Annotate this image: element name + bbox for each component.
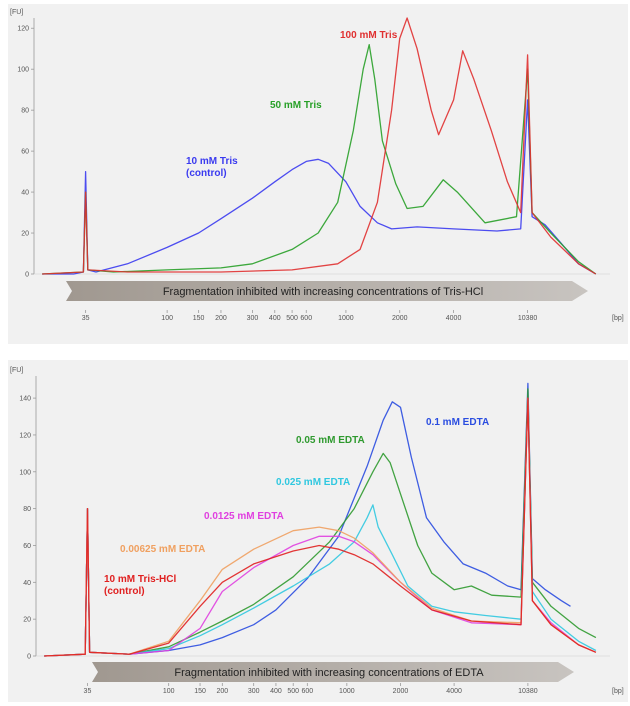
x-tick-label: 500 (287, 688, 299, 695)
x-tick-label: 300 (247, 315, 259, 322)
chart-tris-svg: [FU] [bp] 0 20 40 60 80 100 120 Fragmentation inh… (10, 9, 624, 322)
y-tick-label: 0 (27, 654, 31, 661)
series-label-0-0125-mm-edta: 0.0125 mM EDTA (204, 511, 284, 522)
y-tick-label: 40 (23, 580, 31, 587)
direction-arrow (66, 281, 588, 301)
x-tick-label: 100 (161, 315, 173, 322)
y-tick-label: 80 (23, 506, 31, 513)
y-unit-label: [FU] (10, 367, 23, 374)
series-line-10-mm-tris-hcl-control (44, 397, 597, 657)
x-tick-label: 1000 (339, 688, 355, 695)
series-line-50-mm-tris (42, 43, 597, 275)
series-label-10-mm-tris-hcl-control: 10 mM Tris-HCl (control) (104, 574, 176, 597)
series-label-50-mm-tris: 50 mM Tris (270, 100, 322, 111)
series-line-10-mm-tris-control (42, 99, 597, 275)
y-tick-label: 120 (17, 26, 29, 33)
x-tick-label: 150 (193, 315, 205, 322)
y-tick-label: 60 (23, 543, 31, 550)
x-tick-label: 300 (248, 688, 260, 695)
x-tick-label: 600 (300, 315, 312, 322)
x-unit-label: [bp] (612, 688, 624, 695)
x-tick-label: 2000 (392, 315, 408, 322)
series-line-0-05-mm-edta (44, 388, 597, 657)
y-tick-label: 120 (19, 432, 31, 439)
y-tick-label: 100 (17, 67, 29, 74)
x-tick-label: 500 (286, 315, 298, 322)
y-tick-label: 40 (21, 190, 29, 197)
x-tick-label: 10380 (518, 688, 538, 695)
series-label-0-025-mm-edta: 0.025 mM EDTA (276, 477, 350, 488)
series-label-0-05-mm-edta: 0.05 mM EDTA (296, 435, 365, 446)
x-tick-label: 150 (194, 688, 206, 695)
y-tick-label: 20 (21, 231, 29, 238)
x-tick-label: 35 (82, 315, 90, 322)
y-tick-label: 0 (25, 272, 29, 279)
direction-arrow (92, 662, 574, 682)
y-tick-label: 60 (21, 149, 29, 156)
x-tick-label: 100 (163, 688, 175, 695)
x-tick-label: 1000 (338, 315, 354, 322)
arrow-caption: Fragmentation inhibited with increasing … (163, 286, 483, 298)
arrow-caption: Fragmentation inhibited with increasing … (174, 667, 484, 679)
x-tick-label: 4000 (446, 315, 462, 322)
series-label-10-mm-tris-control: 10 mM Tris (control) (186, 156, 238, 179)
x-tick-label: 200 (216, 688, 228, 695)
chart-panel-tris: [FU] [bp] 0 20 40 60 80 100 120 Fragmentation inh… (8, 4, 628, 344)
y-tick-label: 100 (19, 469, 31, 476)
x-tick-label: 200 (215, 315, 227, 322)
series-label-0-00625-mm-edta: 0.00625 mM EDTA (120, 544, 205, 555)
y-tick-label: 80 (21, 108, 29, 115)
x-tick-label: 2000 (393, 688, 409, 695)
y-unit-label: [FU] (10, 9, 23, 16)
x-tick-label: 10380 (518, 315, 538, 322)
x-unit-label: [bp] (612, 315, 624, 322)
x-tick-label: 400 (269, 315, 281, 322)
x-tick-label: 35 (84, 688, 92, 695)
chart-panel-edta: [FU] [bp] 0 20 40 60 80 100 120 140 Fragmentation … (8, 360, 628, 702)
series-line-100-mm-tris (42, 17, 597, 275)
x-tick-label: 400 (270, 688, 282, 695)
x-tick-label: 600 (301, 688, 313, 695)
series-label-0-1-mm-edta: 0.1 mM EDTA (426, 417, 489, 428)
series-line-0-1-mm-edta (44, 382, 571, 657)
y-tick-label: 140 (19, 396, 31, 403)
y-tick-label: 20 (23, 617, 31, 624)
chart-edta-svg: [FU] [bp] 0 20 40 60 80 100 120 140 Fragmentation … (10, 367, 624, 695)
series-label-100-mm-tris: 100 mM Tris (340, 30, 398, 41)
x-tick-label: 4000 (446, 688, 462, 695)
